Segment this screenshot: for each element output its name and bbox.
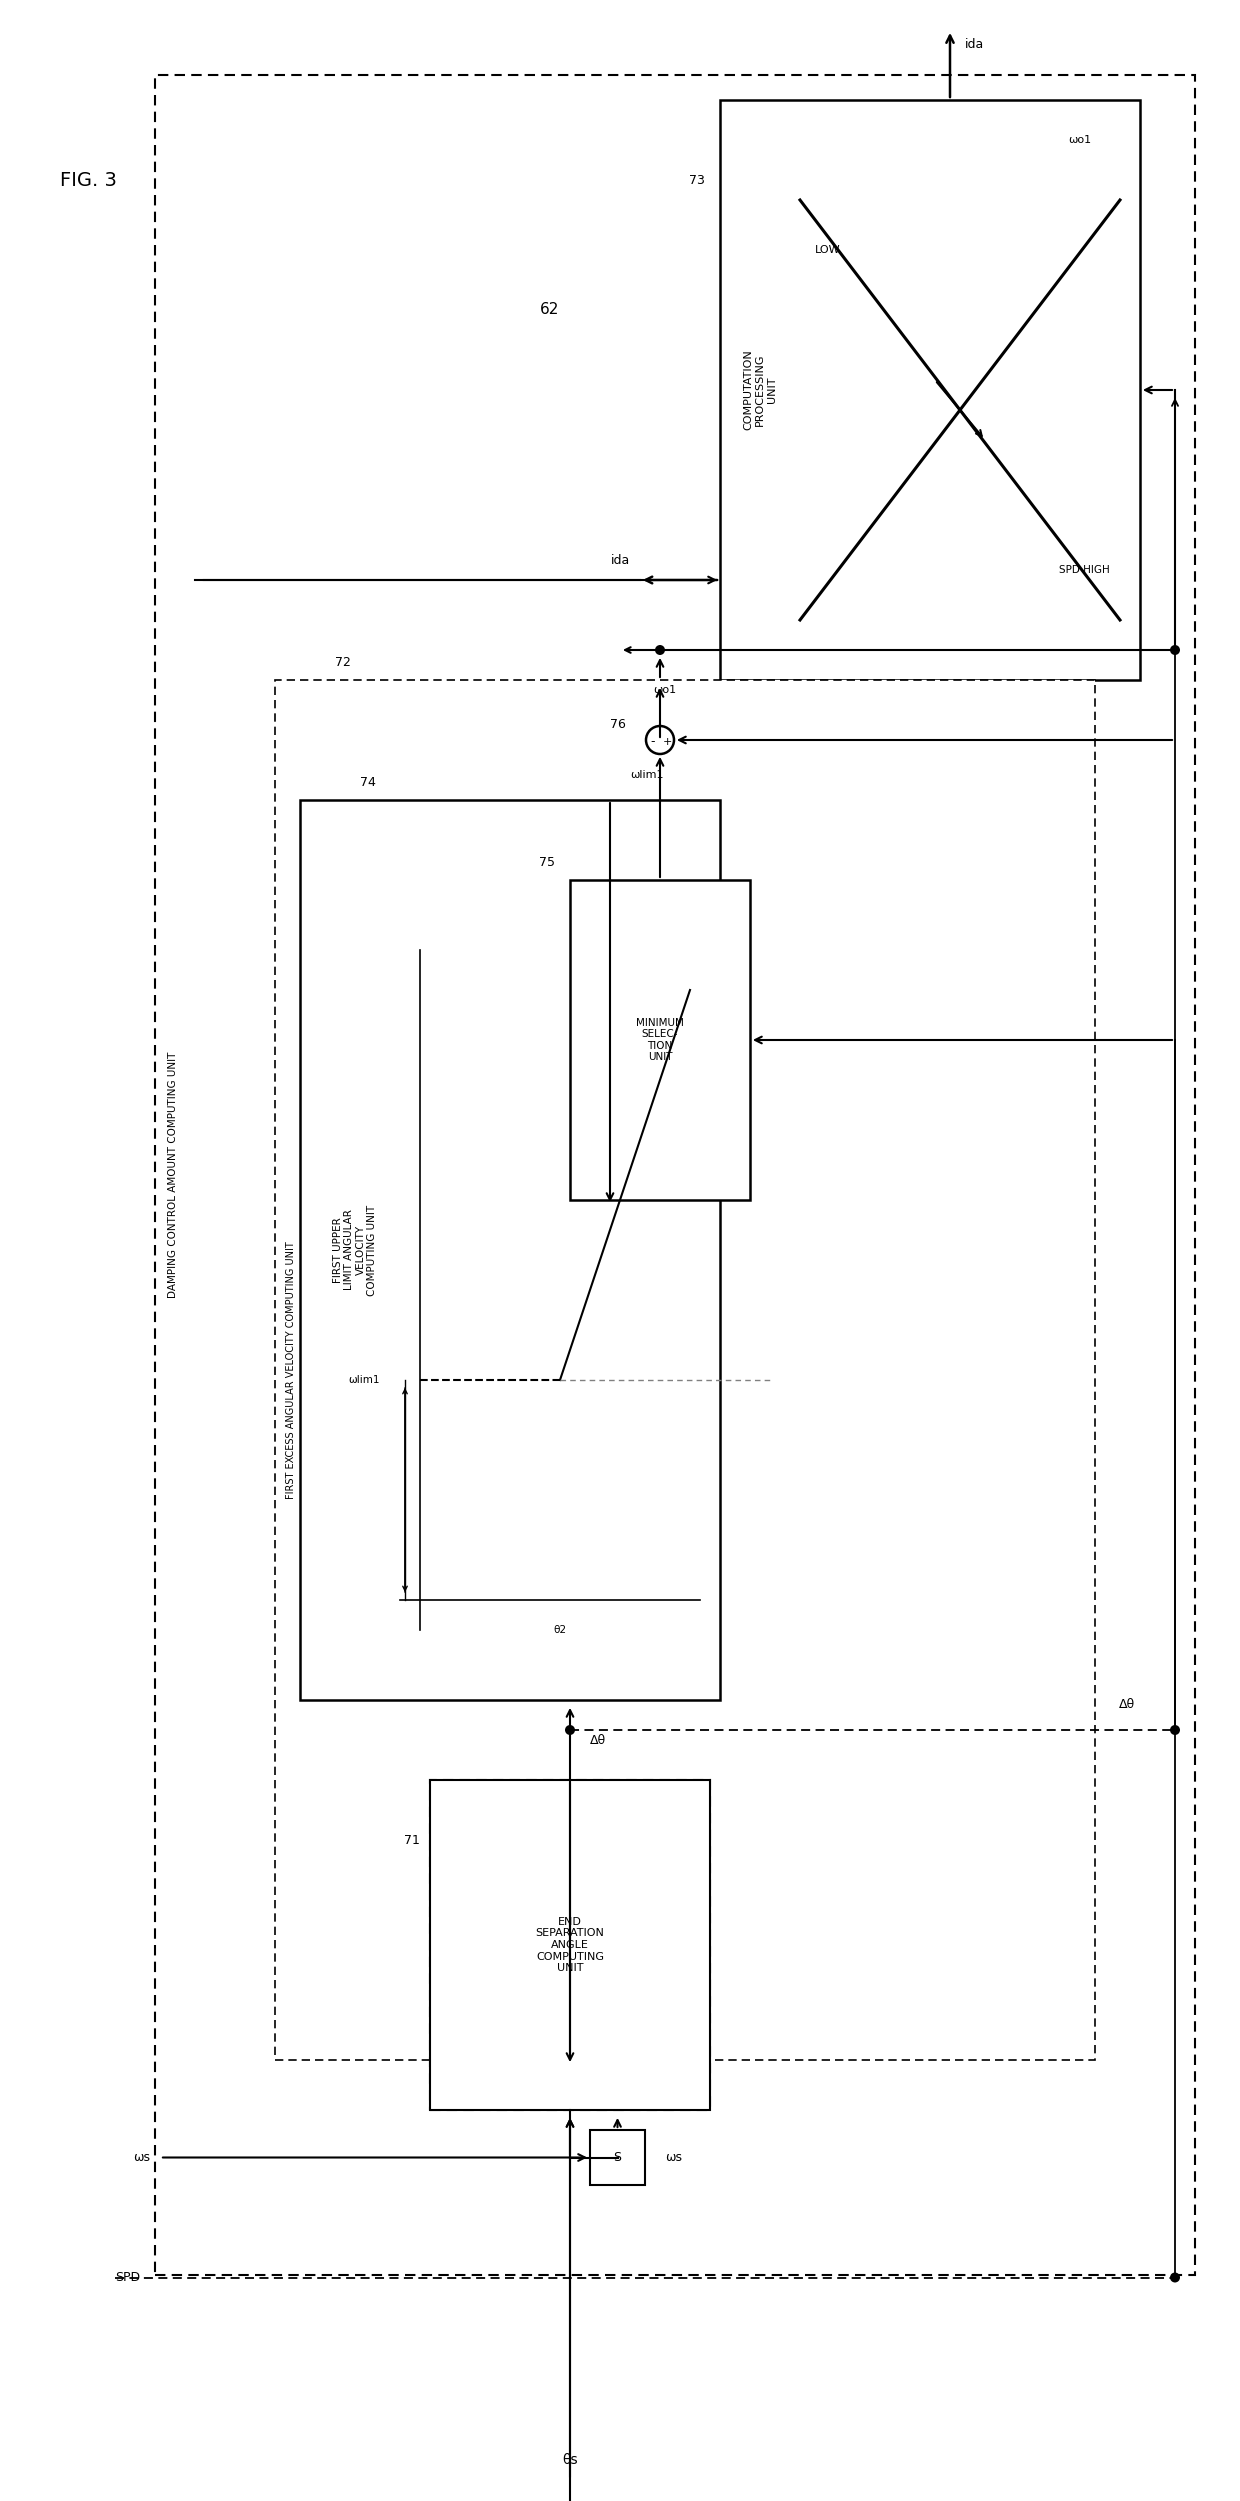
Text: 62: 62: [539, 303, 559, 318]
Bar: [570, 880, 750, 1200]
Text: DAMPING CONTROL AMOUNT COMPUTING UNIT: DAMPING CONTROL AMOUNT COMPUTING UNIT: [167, 1053, 179, 1298]
Text: Δθ: Δθ: [590, 1733, 606, 1746]
Text: 75: 75: [539, 855, 556, 868]
Text: END
SEPARATION
ANGLE
COMPUTING
UNIT: END SEPARATION ANGLE COMPUTING UNIT: [536, 1916, 604, 1973]
Bar: [590, 2131, 645, 2186]
Bar: [275, 680, 1095, 2061]
Circle shape: [646, 725, 675, 753]
Circle shape: [1171, 1726, 1180, 1736]
Text: ida: ida: [965, 38, 985, 53]
Text: MINIMUM
SELEC-
TION
UNIT: MINIMUM SELEC- TION UNIT: [636, 1018, 684, 1063]
Text: ida: ida: [611, 553, 630, 568]
Circle shape: [1171, 645, 1180, 655]
Circle shape: [655, 645, 665, 655]
Text: Δθ: Δθ: [1118, 1698, 1135, 1711]
Bar: [300, 800, 720, 1701]
Text: ωs: ωs: [133, 2151, 150, 2163]
Text: SPD HIGH: SPD HIGH: [1059, 565, 1110, 575]
Text: S: S: [614, 2151, 621, 2163]
Text: ωlim1: ωlim1: [348, 1376, 379, 1386]
Bar: [430, 1781, 711, 2111]
Text: 73: 73: [689, 173, 706, 188]
Text: 76: 76: [610, 718, 626, 730]
Text: SPD: SPD: [115, 2271, 140, 2283]
Text: +: +: [662, 738, 672, 748]
Text: ωlim1: ωlim1: [630, 770, 663, 780]
Text: ωs: ωs: [665, 2151, 682, 2163]
Text: θs: θs: [562, 2453, 578, 2466]
Text: 74: 74: [360, 775, 376, 788]
Text: FIRST EXCESS ANGULAR VELOCITY COMPUTING UNIT: FIRST EXCESS ANGULAR VELOCITY COMPUTING …: [286, 1240, 296, 1498]
Text: -: -: [651, 735, 655, 748]
Text: ωo1: ωo1: [1069, 135, 1091, 145]
Bar: [430, 1781, 711, 2111]
Circle shape: [565, 1726, 575, 1736]
Text: θ2: θ2: [553, 1626, 567, 1636]
Text: 71: 71: [404, 1833, 420, 1846]
Text: ωo1: ωo1: [653, 685, 677, 695]
Bar: [720, 100, 1140, 680]
Text: 72: 72: [335, 655, 351, 668]
Bar: [155, 75, 1195, 2276]
Text: FIRST UPPER
LIMIT ANGULAR
VELOCITY
COMPUTING UNIT: FIRST UPPER LIMIT ANGULAR VELOCITY COMPU…: [332, 1205, 377, 1296]
Text: COMPUTATION
PROCESSING
UNIT: COMPUTATION PROCESSING UNIT: [744, 350, 776, 430]
Circle shape: [1171, 2273, 1180, 2283]
Text: FIG. 3: FIG. 3: [60, 170, 117, 190]
Text: LOW: LOW: [815, 245, 841, 255]
